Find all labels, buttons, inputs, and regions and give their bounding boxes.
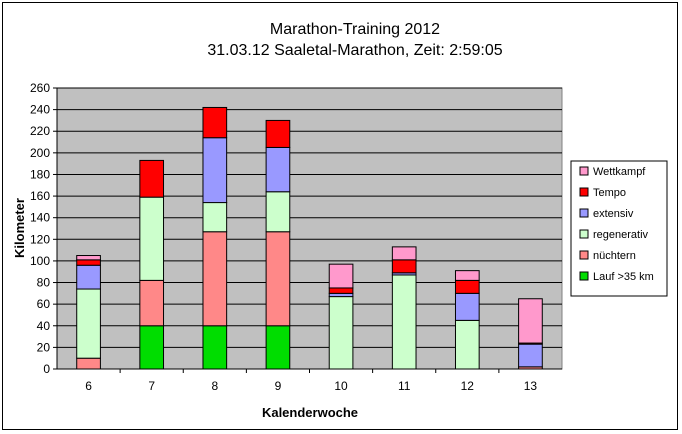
legend-label-n-chtern: nüchtern xyxy=(593,250,636,262)
bar-extensiv-kw12 xyxy=(454,292,480,321)
bar-tempo-kw6 xyxy=(76,259,101,266)
bar-n-chtern-kw6 xyxy=(76,357,101,370)
y-tick-label: 20 xyxy=(37,340,51,354)
y-tick-label: 120 xyxy=(30,232,50,246)
x-tick-label: 11 xyxy=(398,379,411,393)
bar-tempo-kw9 xyxy=(265,119,291,148)
y-tick-label: 180 xyxy=(30,167,50,181)
y-tick-label: 200 xyxy=(30,146,50,160)
legend-label-lauf-35-km: Lauf >35 km xyxy=(593,271,654,283)
bars xyxy=(76,106,543,370)
legend-swatch-wettkampf xyxy=(579,166,589,176)
y-tick-label: 40 xyxy=(37,319,51,333)
y-axis-ticks: 0 20 40 60 80 100 120 140 160 180 200 220 240 260 xyxy=(30,81,57,376)
bar-regenerativ-kw12 xyxy=(454,319,480,370)
y-tick-label: 260 xyxy=(30,81,50,95)
y-tick-label: 160 xyxy=(30,189,50,203)
y-tick-label: 140 xyxy=(30,211,50,225)
x-tick-label: 7 xyxy=(148,379,155,393)
bar-tempo-kw11 xyxy=(391,259,417,274)
bar-regenerativ-kw7 xyxy=(139,196,165,281)
y-tick-label: 80 xyxy=(37,276,51,290)
legend: Wettkampf Tempo extensiv regenerativ nüchter… xyxy=(570,160,668,297)
legend-swatch-lauf-35-km xyxy=(579,271,589,281)
legend-swatch-n-chtern xyxy=(579,250,589,260)
bar-n-chtern-kw8 xyxy=(202,231,228,327)
bar-n-chtern-kw7 xyxy=(139,279,165,327)
y-tick-label: 100 xyxy=(30,254,50,268)
x-tick-label: 12 xyxy=(461,379,475,393)
x-axis-ticks: 6 7 8 9 10 11 12 13 xyxy=(85,369,537,393)
chart-title: Marathon-Training 2012 xyxy=(270,21,440,38)
bar-regenerativ-kw9 xyxy=(265,191,291,233)
x-tick-label: 8 xyxy=(211,379,218,393)
bar-lauf-35-km-kw9 xyxy=(265,325,291,370)
y-tick-label: 220 xyxy=(30,124,50,138)
x-tick-label: 10 xyxy=(334,379,348,393)
y-tick-label: 240 xyxy=(30,103,50,117)
legend-items: Wettkampf Tempo extensiv regenerativ nüchter… xyxy=(579,166,654,283)
bar-regenerativ-kw11 xyxy=(391,274,417,370)
y-axis-label: Kilometer xyxy=(12,198,27,258)
bar-tempo-kw7 xyxy=(139,159,165,198)
legend-swatch-extensiv xyxy=(579,208,589,218)
bar-tempo-kw12 xyxy=(454,279,480,294)
legend-label-extensiv: extensiv xyxy=(593,208,634,220)
bar-extensiv-kw13 xyxy=(518,343,543,368)
x-tick-label: 6 xyxy=(85,379,92,393)
y-tick-label: 60 xyxy=(37,297,51,311)
bar-wettkampf-kw11 xyxy=(391,246,417,261)
bar-n-chtern-kw9 xyxy=(265,231,291,327)
x-tick-label: 13 xyxy=(524,379,538,393)
bar-wettkampf-kw10 xyxy=(328,263,354,289)
legend-swatch-regenerativ xyxy=(579,229,589,239)
bar-wettkampf-kw6 xyxy=(76,255,101,261)
bar-wettkampf-kw12 xyxy=(454,270,480,281)
bar-extensiv-kw9 xyxy=(265,146,291,193)
legend-label-tempo: Tempo xyxy=(593,187,626,199)
bar-regenerativ-kw8 xyxy=(202,202,228,233)
bar-lauf-35-km-kw8 xyxy=(202,325,228,370)
bar-extensiv-kw8 xyxy=(202,137,228,204)
bar-wettkampf-kw13 xyxy=(518,298,543,344)
bar-lauf-35-km-kw7 xyxy=(139,325,165,370)
bar-tempo-kw8 xyxy=(202,106,228,139)
x-axis-label: Kalenderwoche xyxy=(262,405,358,420)
bar-regenerativ-kw10 xyxy=(328,296,354,370)
bar-tempo-kw10 xyxy=(328,287,354,294)
bar-regenerativ-kw6 xyxy=(76,288,101,359)
x-tick-label: 9 xyxy=(275,379,282,393)
legend-swatch-tempo xyxy=(579,187,589,197)
bar-extensiv-kw6 xyxy=(76,264,101,290)
plot-area xyxy=(56,87,563,370)
legend-label-regenerativ: regenerativ xyxy=(593,229,649,241)
y-tick-label: 0 xyxy=(43,362,50,376)
chart-subtitle: 31.03.12 Saaletal-Marathon, Zeit: 2:59:0… xyxy=(207,42,502,59)
legend-label-wettkampf: Wettkampf xyxy=(593,166,646,178)
